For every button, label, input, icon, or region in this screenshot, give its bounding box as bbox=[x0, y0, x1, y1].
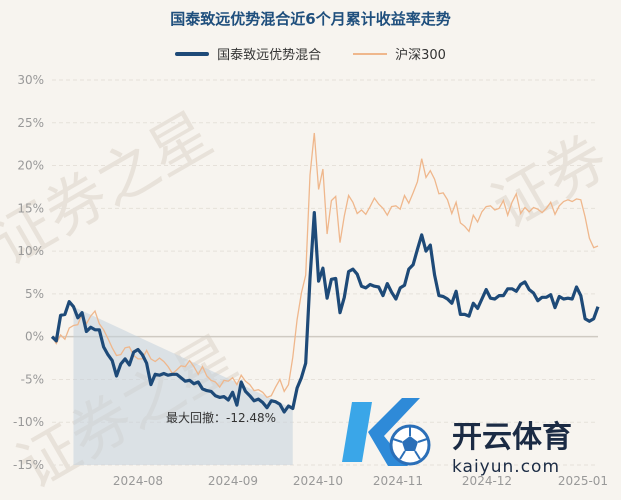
x-tick-label: 2024-09 bbox=[208, 474, 258, 488]
chart-title: 国泰致远优势混合近6个月累计收益率走势 bbox=[170, 10, 451, 28]
y-tick-label: -15% bbox=[13, 458, 44, 472]
legend-swatch-bench bbox=[353, 52, 388, 55]
drawdown-area bbox=[73, 306, 293, 465]
logo-domain: kaiyun.com bbox=[452, 457, 560, 477]
max-drawdown-label: 最大回撤：-12.48% bbox=[166, 410, 276, 425]
y-tick-label: -10% bbox=[13, 415, 44, 429]
y-tick-label: 5% bbox=[25, 287, 44, 301]
legend-label-main: 国泰致远优势混合 bbox=[217, 48, 322, 63]
logo: 开云体育 kaiyun.com bbox=[342, 398, 572, 477]
y-tick-label: 0% bbox=[25, 330, 44, 344]
x-tick-label: 2025-01 bbox=[558, 474, 608, 488]
x-axis-labels: 2024-08 2024-09 2024-10 2024-11 2024-12 2025-… bbox=[113, 474, 608, 488]
legend-label-bench: 沪深300 bbox=[395, 48, 446, 63]
series-line-main bbox=[50, 211, 600, 414]
legend-swatch-main bbox=[175, 51, 210, 56]
y-tick-label: -5% bbox=[21, 372, 44, 386]
logo-k-icon bbox=[342, 398, 431, 466]
x-tick-label: 2024-11 bbox=[373, 474, 423, 488]
y-tick-label: 10% bbox=[17, 244, 44, 258]
x-tick-label: 2024-08 bbox=[113, 474, 163, 488]
legend: 国泰致远优势混合 沪深300 bbox=[0, 44, 621, 63]
y-tick-label: 25% bbox=[17, 116, 44, 130]
legend-item-main[interactable]: 国泰致远优势混合 bbox=[175, 44, 321, 63]
watermark-right: 证券 bbox=[481, 122, 620, 243]
y-tick-label: 20% bbox=[17, 159, 44, 173]
x-tick-label: 2024-10 bbox=[293, 474, 343, 488]
x-tick-label: 2024-12 bbox=[462, 474, 512, 488]
legend-item-bench[interactable]: 沪深300 bbox=[353, 44, 446, 63]
y-tick-label: 30% bbox=[17, 73, 44, 87]
logo-brand: 开云体育 bbox=[452, 420, 572, 455]
y-axis-labels: -15% -10% -5% 0% 5% 10% 15% 20% 25% 30% bbox=[13, 73, 44, 472]
y-tick-label: 15% bbox=[17, 201, 44, 215]
